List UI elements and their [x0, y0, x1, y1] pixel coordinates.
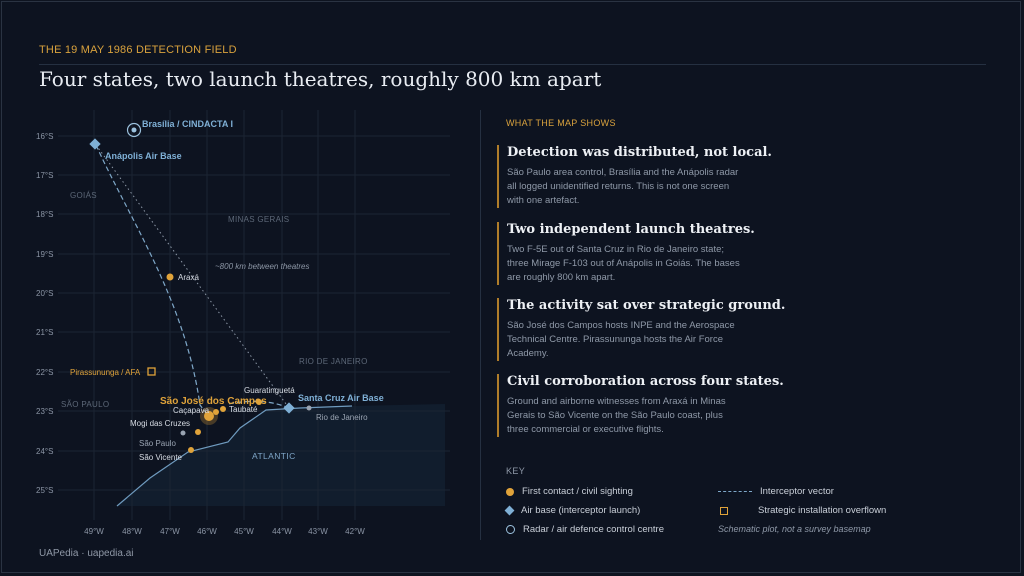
radar-brasilia-icon [126, 122, 142, 138]
key-note: Schematic plot, not a survey basemap [718, 524, 871, 534]
y-tick-17s: 17°S [36, 171, 53, 180]
label-sjc: São José dos Campos [160, 396, 267, 407]
city-rio-dot [306, 405, 312, 411]
label-guaratingueta: Guaratinguetá [244, 386, 295, 395]
sighting-sjc-dot [204, 411, 214, 421]
sighting-araxa-dot [166, 273, 174, 281]
point-detection: Detection was distributed, not local. Sã… [497, 145, 947, 208]
point-launch-theatres: Two independent launch theatres. Two F-5… [497, 222, 947, 285]
point-title: Detection was distributed, not local. [507, 145, 772, 160]
label-sao-paulo: São Paulo [139, 439, 176, 448]
header-rule [39, 64, 986, 65]
city-sao-paulo-dot [180, 430, 186, 436]
contact-dot-icon [506, 487, 514, 496]
map: 16°S 17°S 18°S 19°S 20°S 21°S 22°S 23°S … [36, 110, 450, 536]
credit: UAPedia · uapedia.ai [39, 548, 134, 559]
key-radar: Radar / air defence control centre [506, 524, 664, 535]
page-title: Four states, two launch theatres, roughl… [39, 67, 602, 91]
sighting-cacapava-dot [213, 409, 219, 415]
panel-heading: WHAT THE MAP SHOWS [506, 118, 616, 128]
y-tick-25s: 25°S [36, 486, 53, 495]
point-body: Two F-5E out of Santa Cruz in Rio de Jan… [507, 244, 740, 283]
ocean-area [117, 404, 445, 506]
interceptor-vector-santa-cruz [227, 400, 290, 409]
air-base-santa-cruz-icon [283, 402, 295, 414]
key-base-label: Air base (interceptor launch) [521, 505, 641, 516]
x-tick-44w: 44°W [272, 527, 292, 536]
air-base-diamond-icon [504, 505, 515, 516]
sighting-taubate-dot [220, 406, 226, 412]
interceptor-vector-anapolis [95, 144, 208, 415]
installation-pirassununga-icon [147, 367, 156, 376]
y-tick-21s: 21°S [36, 328, 53, 337]
region-rio-de-janeiro: RIO DE JANEIRO [299, 357, 368, 366]
y-tick-24s: 24°S [36, 447, 53, 456]
column-divider [480, 110, 481, 540]
kicker: THE 19 MAY 1986 DETECTION FIELD [39, 44, 237, 56]
x-tick-48w: 48°W [122, 527, 142, 536]
x-tick-49w: 49°W [84, 527, 104, 536]
sighting-sao-vicente-dot [188, 447, 194, 453]
point-body: São José dos Campos hosts INPE and the A… [507, 320, 735, 359]
radar-brasilia-dot [131, 127, 137, 133]
air-base-anapolis-icon [89, 138, 101, 150]
point-title: Two independent launch theatres. [507, 222, 755, 237]
sighting-guaratingueta-dot [256, 399, 262, 405]
sighting-mogi-dot [195, 429, 201, 435]
key-vector: Interceptor vector [718, 486, 834, 497]
key-contact: First contact / civil sighting [506, 486, 633, 497]
key-vector-label: Interceptor vector [760, 486, 834, 497]
coastline [116, 405, 353, 507]
key-installation-label: Strategic installation overflown [758, 505, 887, 516]
key-contact-label: First contact / civil sighting [522, 486, 633, 497]
y-tick-22s: 22°S [36, 368, 53, 377]
label-santa-cruz: Santa Cruz Air Base [298, 393, 384, 403]
label-cacapava: Caçapava [173, 406, 210, 415]
distance-annotation: ~800 km between theatres [215, 262, 310, 271]
point-title: Civil corroboration across four states. [507, 374, 784, 389]
radar-ring-icon [506, 525, 515, 534]
y-tick-23s: 23°S [36, 407, 53, 416]
x-tick-45w: 45°W [234, 527, 254, 536]
x-tick-46w: 46°W [197, 527, 217, 536]
label-taubate: Taubaté [229, 405, 258, 414]
point-strategic-ground: The activity sat over strategic ground. … [497, 298, 947, 361]
x-tick-42w: 42°W [345, 527, 365, 536]
label-anapolis: Anápolis Air Base [105, 151, 182, 161]
label-pirassununga: Pirassununga / AFA [70, 368, 141, 377]
y-tick-20s: 20°S [36, 289, 53, 298]
y-tick-18s: 18°S [36, 210, 53, 219]
label-mogi: Mogi das Cruzes [130, 419, 190, 428]
point-body: São Paulo area control, Brasília and the… [507, 167, 739, 206]
x-tick-47w: 47°W [160, 527, 180, 536]
installation-square-icon [720, 506, 728, 515]
x-tick-43w: 43°W [308, 527, 328, 536]
key-installation: Strategic installation overflown [718, 505, 886, 516]
region-sao-paulo: SÃO PAULO [61, 400, 109, 409]
region-minas-gerais: MINAS GERAIS [228, 215, 289, 224]
point-civil-corroboration: Civil corroboration across four states. … [497, 374, 947, 437]
key-heading: KEY [506, 466, 526, 476]
region-goias: GOIÁS [70, 191, 97, 200]
label-brasilia: Brasília / CINDACTA I [142, 119, 233, 129]
y-tick-19s: 19°S [36, 250, 53, 259]
dashed-line-icon [718, 491, 752, 492]
point-body: Ground and airborne witnesses from Araxá… [507, 396, 726, 435]
label-sao-vicente: São Vicente [139, 453, 183, 462]
y-tick-16s: 16°S [36, 132, 53, 141]
point-title: The activity sat over strategic ground. [507, 298, 786, 313]
label-rio-de-janeiro: Rio de Janeiro [316, 413, 368, 422]
key-radar-label: Radar / air defence control centre [523, 524, 664, 535]
region-atlantic: ATLANTIC [252, 451, 296, 461]
graticule [58, 110, 450, 520]
label-araxa: Araxá [178, 273, 199, 282]
theatre-distance-line [95, 144, 290, 409]
key-base: Air base (interceptor launch) [504, 505, 641, 516]
